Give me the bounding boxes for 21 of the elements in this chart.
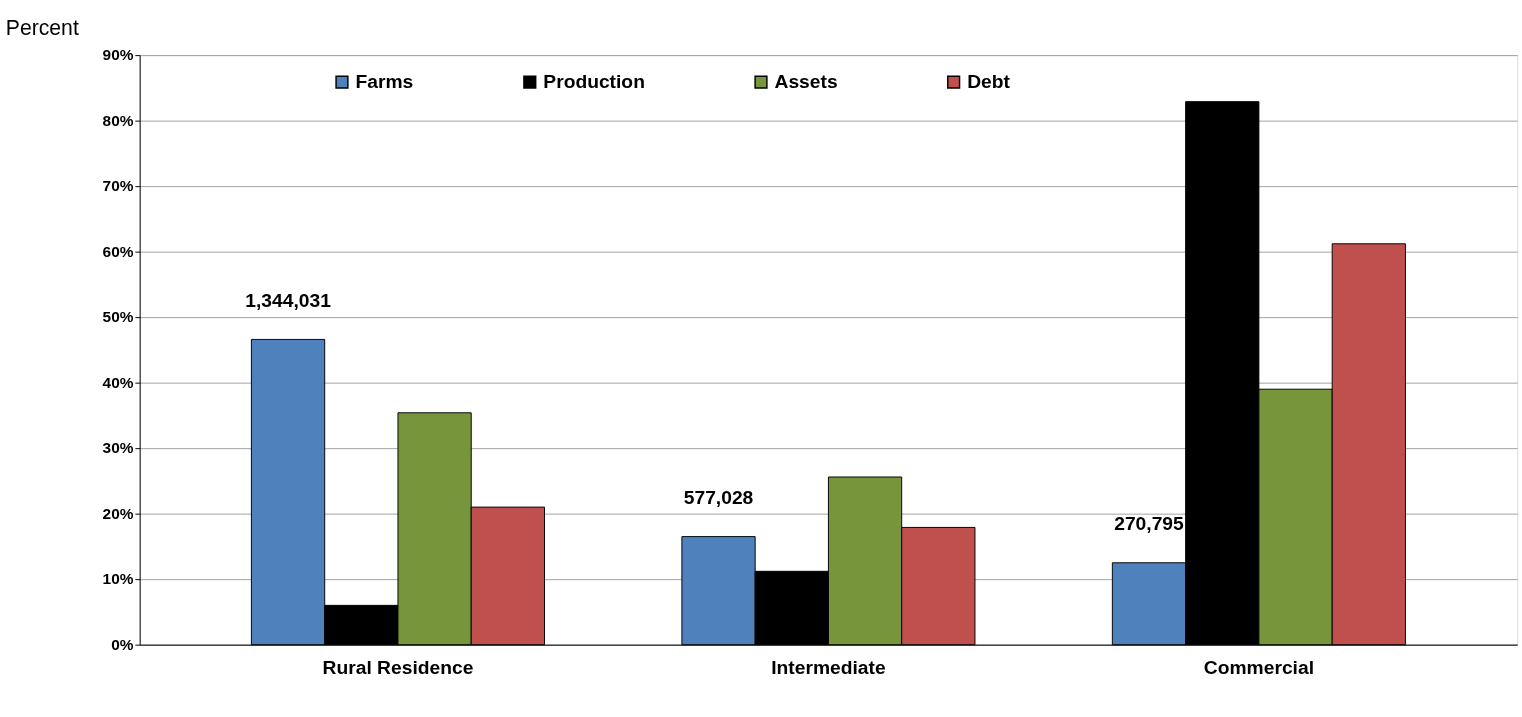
- y-tick-label: 0%: [111, 635, 134, 653]
- legend-label: Farms: [355, 70, 414, 92]
- annotation: 1,344,031: [245, 289, 332, 311]
- y-tick-label: 60%: [102, 242, 134, 260]
- y-tick-label: 90%: [102, 46, 134, 64]
- legend-label: Production: [543, 70, 645, 92]
- y-tick-label: 50%: [102, 308, 134, 326]
- y-tick-label: 40%: [102, 373, 134, 391]
- x-tick-label: Intermediate: [771, 657, 886, 679]
- annotation: 577,028: [683, 486, 754, 508]
- y-tick-label: 30%: [102, 439, 134, 457]
- legend-label: Assets: [774, 70, 838, 92]
- y-tick-label: 70%: [102, 177, 134, 195]
- x-tick-label: Rural Residence: [322, 657, 474, 679]
- y-tick-label: 10%: [102, 570, 134, 588]
- y-axis-title: Percent: [5, 15, 79, 39]
- legend-label: Debt: [967, 70, 1011, 92]
- y-tick-label: 20%: [102, 504, 134, 522]
- x-tick-label: Commercial: [1203, 657, 1314, 679]
- y-tick-label: 80%: [102, 111, 134, 129]
- annotation: 270,795: [1114, 513, 1185, 535]
